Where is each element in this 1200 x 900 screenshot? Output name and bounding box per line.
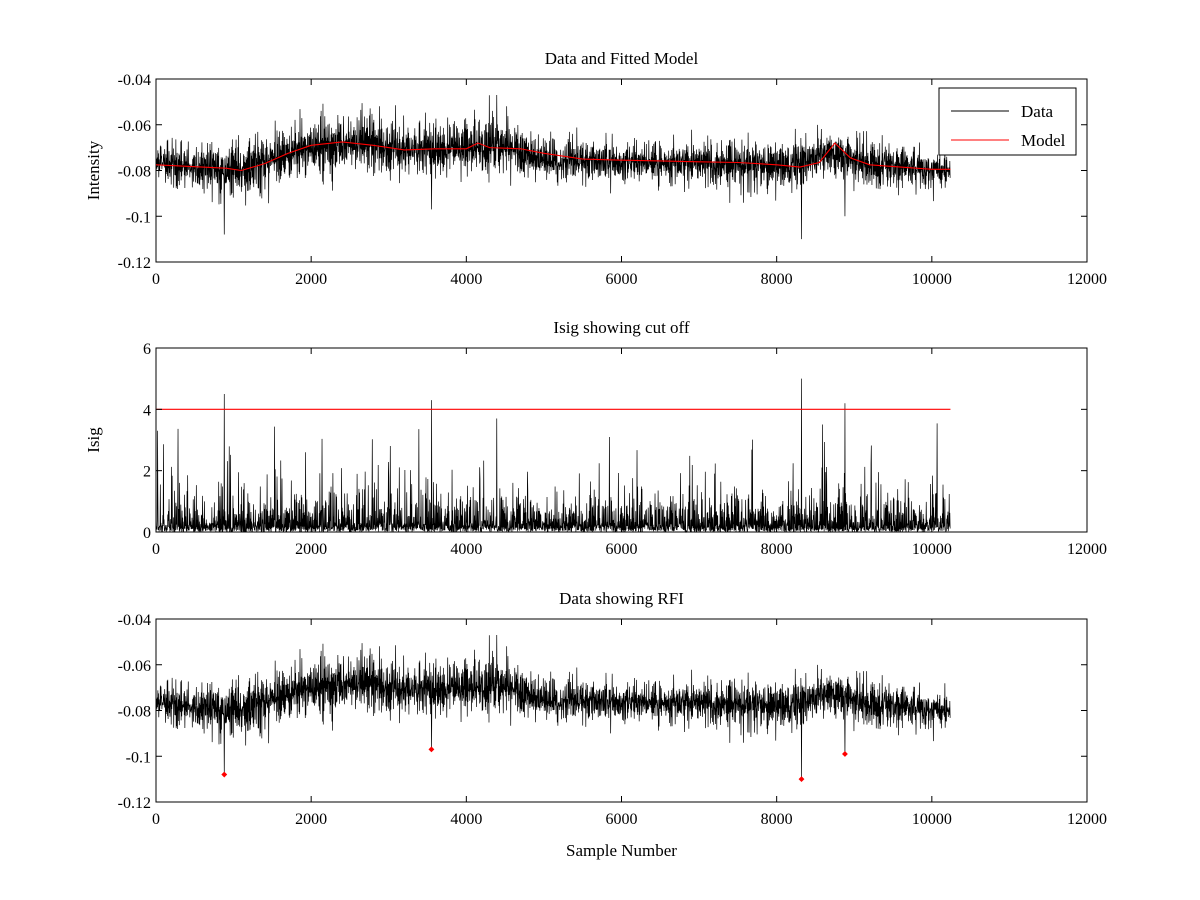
- legend-label-model: Model: [1021, 131, 1066, 150]
- x-tick-label: 0: [152, 811, 160, 828]
- x-tick-label: 10000: [912, 271, 952, 288]
- rfi-marker-point: [221, 771, 228, 778]
- x-tick-label: 6000: [606, 541, 638, 558]
- y-tick-label: -0.08: [118, 704, 151, 721]
- x-tick-label: 0: [152, 271, 160, 288]
- x-tick-label: 4000: [450, 541, 482, 558]
- series-group: [156, 95, 951, 240]
- legend-box: [938, 87, 1077, 156]
- x-tick-label: 8000: [761, 271, 793, 288]
- x-tick-label: 4000: [450, 811, 482, 828]
- legend-label-data: Data: [1021, 102, 1054, 121]
- x-tick-label: 6000: [606, 811, 638, 828]
- x-tick-label: 12000: [1067, 811, 1107, 828]
- x-tick-label: 12000: [1067, 541, 1107, 558]
- rfi-marker-point: [842, 751, 848, 757]
- y-axis-label: Intensity: [84, 140, 103, 200]
- x-tick-label: 10000: [912, 541, 952, 558]
- chart-title: Isig showing cut off: [553, 318, 689, 337]
- series-line-signal: [156, 378, 951, 533]
- y-tick-label: -0.04: [118, 612, 151, 629]
- series-group: [156, 378, 951, 533]
- x-tick-label: 8000: [761, 541, 793, 558]
- chart-title: Data and Fitted Model: [545, 49, 699, 68]
- y-tick-label: -0.12: [118, 255, 151, 272]
- x-axis-label: Sample Number: [566, 841, 677, 860]
- y-tick-label: -0.08: [118, 164, 151, 181]
- y-tick-label: -0.06: [118, 658, 151, 675]
- x-tick-label: 6000: [606, 271, 638, 288]
- rfi-marker-point: [428, 746, 435, 753]
- chart-title: Data showing RFI: [559, 589, 684, 608]
- y-tick-label: 2: [143, 464, 151, 481]
- x-tick-label: 2000: [295, 541, 327, 558]
- x-tick-label: 2000: [295, 271, 327, 288]
- x-tick-label: 12000: [1067, 271, 1107, 288]
- series-group: [156, 635, 951, 780]
- y-tick-label: 6: [143, 341, 151, 358]
- y-tick-label: -0.1: [126, 209, 151, 226]
- y-tick-label: -0.06: [118, 118, 151, 135]
- series-line-model: [156, 141, 951, 172]
- y-tick-label: 0: [143, 525, 151, 542]
- y-axis-label: Isig: [84, 427, 103, 453]
- rfi-marker-point: [798, 776, 805, 783]
- x-tick-label: 4000: [450, 271, 482, 288]
- y-tick-label: -0.12: [118, 795, 151, 812]
- x-tick-label: 2000: [295, 811, 327, 828]
- legend: Data Model: [938, 87, 1077, 156]
- x-tick-label: 8000: [761, 811, 793, 828]
- chart-panel-1: 0 2000 4000 6000 8000 10000 12000 -0.12 -0.1 -0.0…: [84, 49, 1107, 288]
- x-tick-label: 0: [152, 541, 160, 558]
- y-tick-label: -0.1: [126, 749, 151, 766]
- chart-panel-2: 0 2000 4000 6000 8000 10000 12000 0 2 4 6 Isig show…: [84, 318, 1107, 558]
- plot-area: [155, 347, 1088, 533]
- y-tick-label: 4: [143, 402, 151, 419]
- y-tick-label: -0.04: [118, 72, 151, 89]
- chart-panel-3: 0 2000 4000 6000 8000 10000 12000 -0.12 -0.1 -0.0…: [118, 589, 1107, 860]
- x-tick-label: 10000: [912, 811, 952, 828]
- series-line-signal: [156, 635, 951, 780]
